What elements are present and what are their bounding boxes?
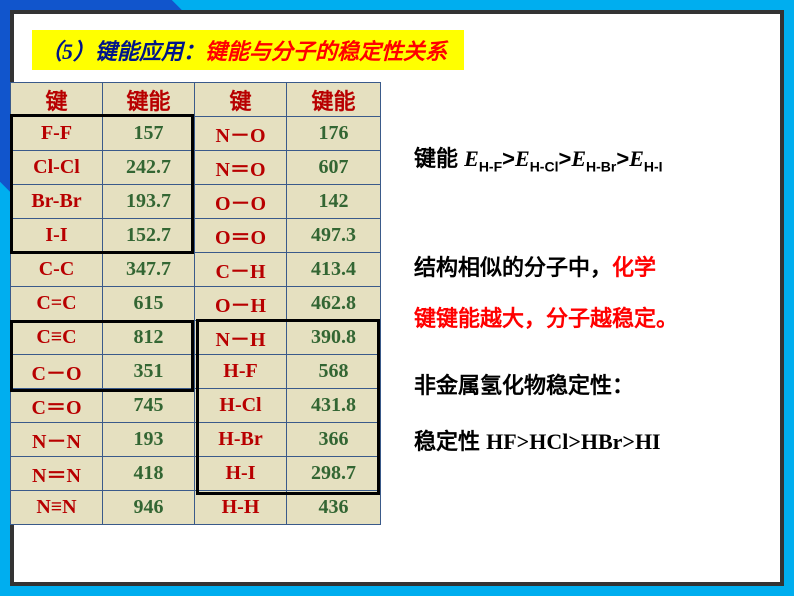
table-row: C=C615O－H462.8 <box>11 287 381 321</box>
principle-line-1: 结构相似的分子中，化学 <box>414 253 784 284</box>
title-suffix: 键能与分子的稳定性关系 <box>205 34 447 66</box>
table-row: N＝N418H-I298.7 <box>11 457 381 491</box>
hydride-stability-label: 非金属氢化物稳定性： <box>414 371 784 402</box>
main-panel: （5）键能应用： 键能与分子的稳定性关系 键 键能 键 键能 F-F157N－O… <box>10 10 784 586</box>
header-cell: 键能 <box>103 83 195 117</box>
table-row: Cl-Cl242.7N＝O607 <box>11 151 381 185</box>
table-row: C－O351H-F568 <box>11 355 381 389</box>
table-row: I-I152.7O＝O497.3 <box>11 219 381 253</box>
table-header-row: 键 键能 键 键能 <box>11 83 381 117</box>
header-cell: 键能 <box>287 83 381 117</box>
header-cell: 键 <box>11 83 103 117</box>
principle-line-2: 键键能越大，分子越稳定。 <box>414 304 784 335</box>
table-row: C≡C812N－H390.8 <box>11 321 381 355</box>
bond-energy-table: 键 键能 键 键能 F-F157N－O176 Cl-Cl242.7N＝O607 … <box>10 82 381 525</box>
table-row: C-C347.7C－H413.4 <box>11 253 381 287</box>
title-bar: （5）键能应用： 键能与分子的稳定性关系 <box>32 30 464 70</box>
table-row: N≡N946H-H436 <box>11 491 381 525</box>
table-row: Br-Br193.7O－O142 <box>11 185 381 219</box>
bond-energy-inequality: 键能 EH-F>EH-Cl>EH-Br>EH-I <box>414 144 784 177</box>
table-row: C＝O745H-Cl431.8 <box>11 389 381 423</box>
header-cell: 键 <box>195 83 287 117</box>
table-row: F-F157N－O176 <box>11 117 381 151</box>
right-text-area: 键能 EH-F>EH-Cl>EH-Br>EH-I 结构相似的分子中，化学 键键能… <box>414 144 784 464</box>
table-row: N－N193H-Br366 <box>11 423 381 457</box>
label: 键能 <box>414 146 464 171</box>
stability-order: 稳定性 HF>HCl>HBr>HI <box>414 427 784 458</box>
title-prefix: （5）键能应用： <box>40 34 205 66</box>
